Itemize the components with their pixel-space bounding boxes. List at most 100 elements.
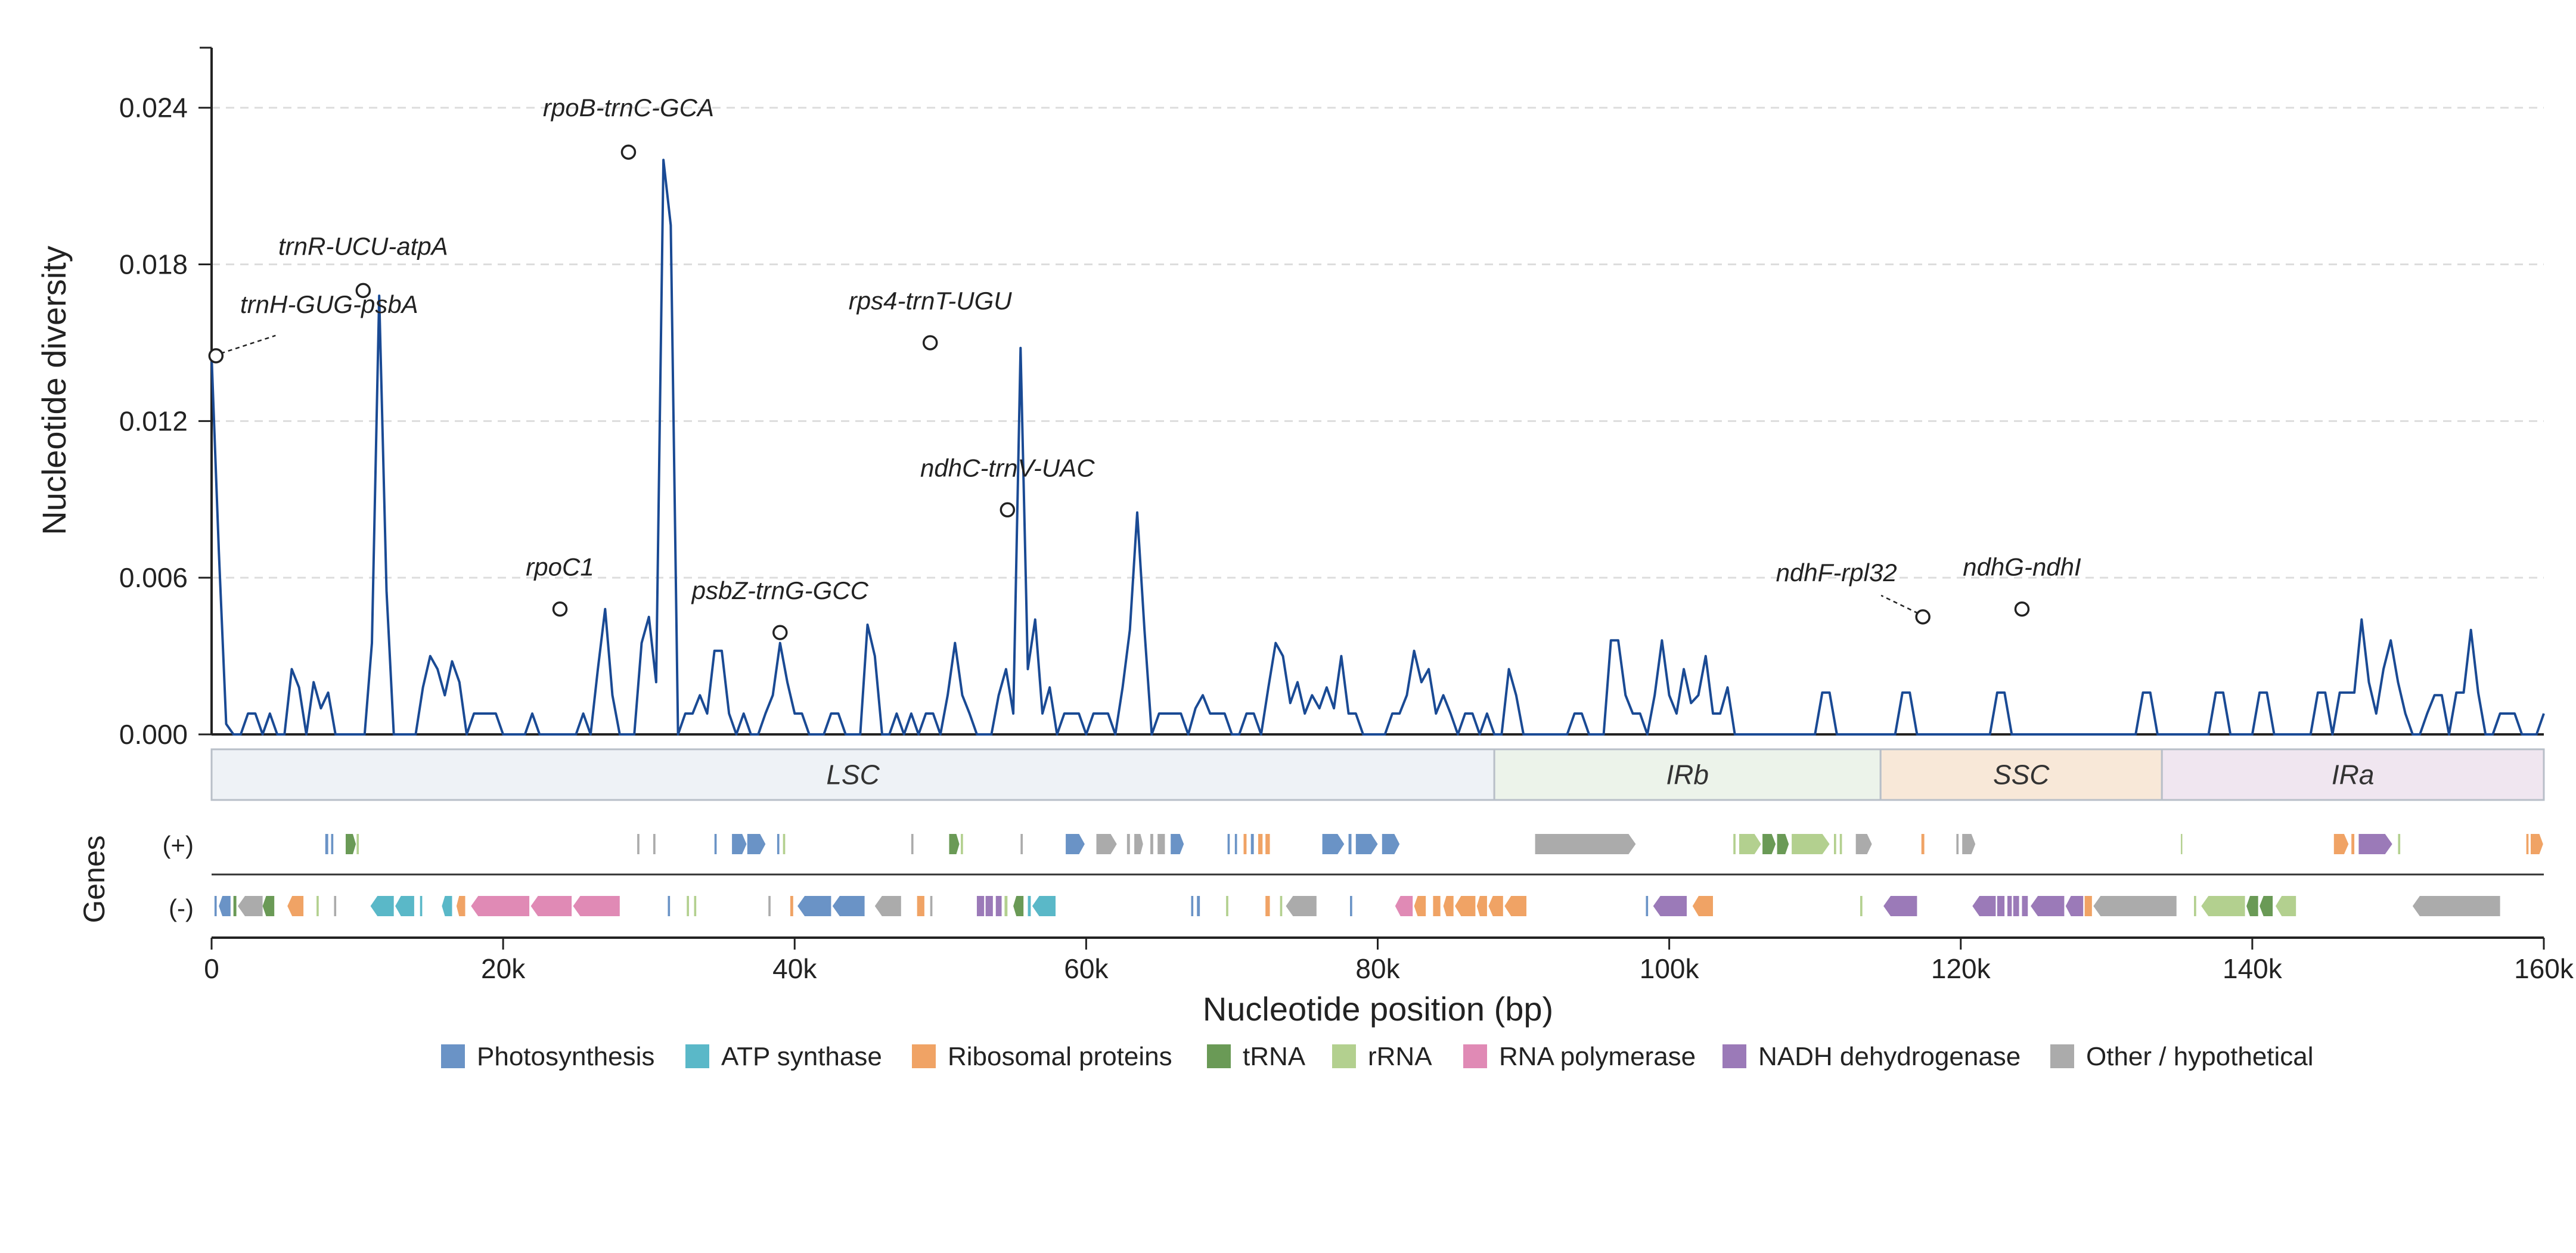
peak-label: psbZ-trnG-GCC: [691, 576, 869, 604]
gene-arrow: [694, 896, 697, 916]
gene-arrow: [2333, 834, 2349, 854]
gridlines: [212, 107, 2544, 579]
x-tick-label: 0: [204, 953, 219, 984]
gene-arrow: [2007, 896, 2012, 916]
gene-arrow: [1322, 834, 1345, 854]
gene-arrow: [653, 834, 656, 854]
gene-arrow: [1733, 834, 1736, 854]
genes-track-label: Genes: [77, 835, 111, 923]
gene-arrow: [325, 834, 328, 854]
gene-arrow: [370, 896, 394, 916]
gene-arrow: [797, 896, 831, 916]
gene-arrow: [1126, 834, 1130, 854]
gene-arrow: [930, 896, 933, 916]
gene-arrow: [1833, 834, 1836, 854]
gene-arrow: [976, 896, 985, 916]
peak-marker: [922, 335, 938, 351]
gene-arrow: [1191, 896, 1194, 916]
peak-label: trnR-UCU-atpA: [278, 232, 448, 260]
gene-arrow: [219, 896, 231, 916]
gene-arrow: [995, 896, 1002, 916]
gene-arrow: [874, 896, 901, 916]
gene-arrow: [1150, 834, 1153, 854]
legend-label: RNA polymerase: [1499, 1042, 1696, 1071]
gene-arrow: [2031, 896, 2065, 916]
gene-arrow: [1433, 896, 1441, 916]
legend-swatch: [1332, 1044, 1356, 1068]
gene-arrow: [2181, 834, 2183, 854]
gene-arrow: [1265, 834, 1270, 854]
y-tick-label: 0.006: [119, 562, 188, 593]
gene-arrow: [1962, 834, 1976, 854]
legend-swatch: [1463, 1044, 1487, 1068]
gene-arrow: [1921, 834, 1925, 854]
gene-arrow: [233, 896, 237, 916]
gene-arrow: [1286, 896, 1317, 916]
gene-arrow: [747, 834, 766, 854]
peak-marker: [1000, 502, 1016, 518]
peak-marker: [552, 601, 568, 617]
gene-arrow: [2201, 896, 2245, 916]
gene-arrow: [1535, 834, 1636, 854]
gene-arrow: [949, 834, 960, 854]
y-axis: 0.000 0.006 0.012 0.018 0.024: [119, 46, 2544, 750]
gene-arrow: [2412, 896, 2500, 916]
gene-arrow: [2093, 896, 2177, 916]
gene-arrow: [420, 896, 423, 916]
gene-arrow: [917, 896, 924, 916]
gene-arrow: [1280, 896, 1283, 916]
gene-arrow: [2358, 834, 2392, 854]
peak-label: ndhF-rpl32: [1776, 559, 1897, 587]
peak-marker: [355, 283, 371, 299]
x-axis: 0 20k 40k 60k 80k 100k 120k 140k 160k: [204, 936, 2574, 984]
peak-leader: [1880, 594, 1919, 615]
peak-label: ndhC-trnV-UAC: [920, 454, 1095, 482]
peak-marker: [620, 144, 637, 160]
gene-arrow: [668, 896, 671, 916]
gene-arrow: [1197, 896, 1200, 916]
x-tick-label: 40k: [772, 953, 817, 984]
gene-arrow: [1227, 834, 1230, 854]
gene-tracks: [212, 834, 2544, 916]
gene-arrow: [2276, 896, 2296, 916]
gene-arrow: [395, 896, 414, 916]
gene-arrow: [911, 834, 914, 854]
x-tick-label: 100k: [1640, 953, 1700, 984]
gene-arrow: [2246, 896, 2258, 916]
y-tick-label: 0.024: [119, 92, 188, 123]
region-label: IRb: [1666, 759, 1709, 790]
gene-arrow: [1504, 896, 1526, 916]
gene-arrow: [1382, 834, 1400, 854]
gene-arrow: [530, 896, 572, 916]
peak-label: rpoC1: [526, 553, 594, 581]
gene-arrow: [1134, 834, 1143, 854]
gene-arrow: [2526, 834, 2529, 854]
region-label: LSC: [826, 759, 880, 790]
series: [210, 159, 2545, 736]
gene-arrow: [331, 834, 334, 854]
gene-arrow: [2194, 896, 2196, 916]
x-tick-label: 140k: [2223, 953, 2283, 984]
gene-arrow: [1395, 896, 1413, 916]
region-label: SSC: [1993, 759, 2050, 790]
gene-arrow: [346, 834, 356, 854]
gene-arrow: [356, 834, 359, 854]
gene-arrow: [1096, 834, 1117, 854]
y-axis-label: Nucleotide diversity: [35, 246, 73, 535]
gene-arrow: [1653, 896, 1687, 916]
gene-arrow: [732, 834, 747, 854]
gene-arrow: [1258, 834, 1263, 854]
legend-label: Other / hypothetical: [2086, 1042, 2314, 1071]
gene-arrow: [768, 896, 771, 916]
gene-arrow: [1355, 834, 1378, 854]
legend-swatch: [685, 1044, 709, 1068]
gene-arrow: [1250, 834, 1254, 854]
gene-arrow: [1455, 896, 1476, 916]
gene-arrow: [637, 834, 640, 854]
x-tick-label: 120k: [1931, 953, 1991, 984]
x-axis-label: Nucleotide position (bp): [1203, 990, 1553, 1028]
gene-arrow: [1350, 896, 1352, 916]
gene-arrow: [832, 896, 865, 916]
gene-arrow: [1028, 896, 1031, 916]
peak-label: trnH-GUG-psbA: [240, 290, 418, 318]
